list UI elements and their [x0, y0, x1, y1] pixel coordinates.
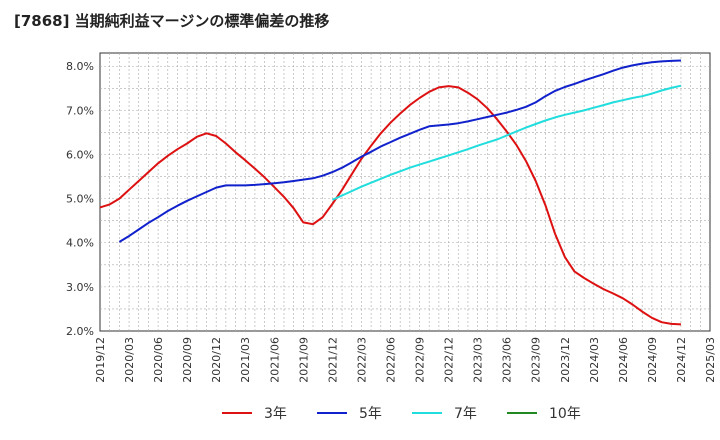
x-tick-label: 2024/06 [617, 337, 630, 383]
x-tick-label: 2024/09 [646, 337, 659, 383]
x-tick-label: 2022/03 [355, 337, 368, 383]
x-tick-label: 2022/06 [384, 337, 397, 383]
x-tick-label: 2024/12 [675, 337, 688, 383]
y-tick-label: 5.0% [66, 193, 94, 206]
y-tick-label: 3.0% [66, 281, 94, 294]
y-tick-label: 7.0% [66, 104, 94, 117]
chart-title: [7868] 当期純利益マージンの標準偏差の推移 [14, 12, 330, 30]
x-tick-label: 2020/06 [152, 337, 165, 383]
legend-label: 5年 [359, 406, 382, 422]
x-tick-label: 2023/06 [501, 337, 514, 383]
x-tick-label: 2021/06 [268, 337, 281, 383]
legend-label: 3年 [264, 406, 287, 422]
x-tick-label: 2021/03 [239, 337, 252, 383]
x-tick-label: 2020/03 [123, 337, 136, 383]
x-tick-label: 2022/12 [443, 337, 456, 383]
x-tick-label: 2023/03 [472, 337, 485, 383]
x-tick-label: 2022/09 [414, 337, 427, 383]
x-tick-label: 2023/12 [559, 337, 572, 383]
x-tick-label: 2023/09 [530, 337, 543, 383]
x-tick-label: 2021/09 [297, 337, 310, 383]
x-tick-label: 2025/03 [704, 337, 717, 383]
x-tick-label: 2019/12 [94, 337, 107, 383]
series-line-3年 [99, 85, 682, 326]
legend-label: 7年 [454, 406, 477, 422]
x-tick-label: 2021/12 [326, 337, 339, 383]
y-tick-label: 4.0% [66, 237, 94, 250]
legend-label: 10年 [549, 406, 581, 422]
y-tick-label: 2.0% [66, 325, 94, 338]
y-tick-label: 8.0% [66, 60, 94, 73]
x-tick-label: 2020/12 [210, 337, 223, 383]
series-line-7年 [331, 84, 682, 201]
y-tick-label: 6.0% [66, 148, 94, 161]
plot-area [99, 52, 711, 332]
x-tick-label: 2020/09 [181, 337, 194, 383]
x-tick-label: 2024/03 [588, 337, 601, 383]
series-line-5年 [118, 59, 682, 243]
